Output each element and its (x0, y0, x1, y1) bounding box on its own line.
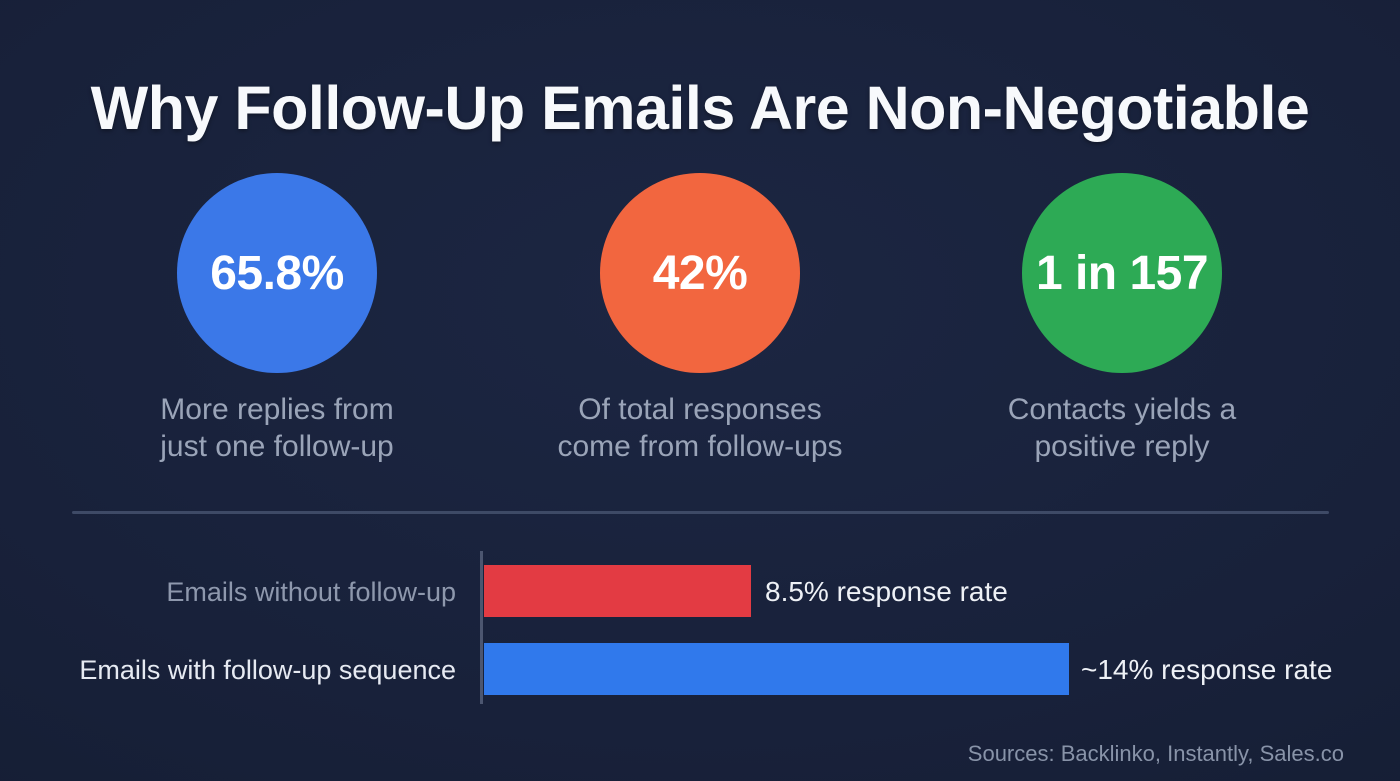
stat-circle-green: 1 in 157 (1022, 173, 1222, 373)
bar-category-label-with-followup: Emails with follow-up sequence (79, 655, 456, 685)
page-title: Why Follow-Up Emails Are Non-Negotiable (90, 74, 1310, 142)
sources-note: Sources: Backlinko, Instantly, Sales.co (967, 741, 1344, 766)
stat-caption-line2: just one follow-up (160, 430, 394, 463)
stat-value: 42% (652, 246, 748, 300)
stat-caption: Of total responses come from follow-ups (530, 391, 870, 465)
stat-caption: More replies from just one follow-up (107, 391, 447, 465)
stat-card-more-replies: 65.8% More replies from just one follow-… (107, 173, 447, 465)
stat-card-positive-reply: 1 in 157 Contacts yields a positive repl… (952, 173, 1292, 465)
stat-value: 1 in 157 (1035, 246, 1209, 300)
bar-category-label-without-followup: Emails without follow-up (166, 577, 456, 607)
bar-value-label-with-followup: ~14% response rate (1081, 654, 1333, 685)
stat-circle-blue: 65.8% (177, 173, 377, 373)
bar-with-followup (484, 643, 1069, 695)
section-divider (72, 511, 1329, 514)
stat-caption-line1: Of total responses (578, 393, 822, 426)
stat-caption-line1: Contacts yields a (1007, 393, 1237, 426)
stat-caption-line2: positive reply (1034, 430, 1210, 463)
chart-axis-line (480, 551, 483, 704)
stat-caption: Contacts yields a positive reply (952, 391, 1292, 465)
stat-value: 65.8% (210, 246, 344, 300)
stat-caption-line1: More replies from (160, 393, 394, 426)
stat-circle-orange: 42% (600, 173, 800, 373)
bar-value-label-without-followup: 8.5% response rate (765, 576, 1008, 607)
stat-caption-line2: come from follow-ups (557, 430, 843, 463)
bar-without-followup (484, 565, 751, 617)
stat-card-total-responses: 42% Of total responses come from follow-… (530, 173, 870, 465)
